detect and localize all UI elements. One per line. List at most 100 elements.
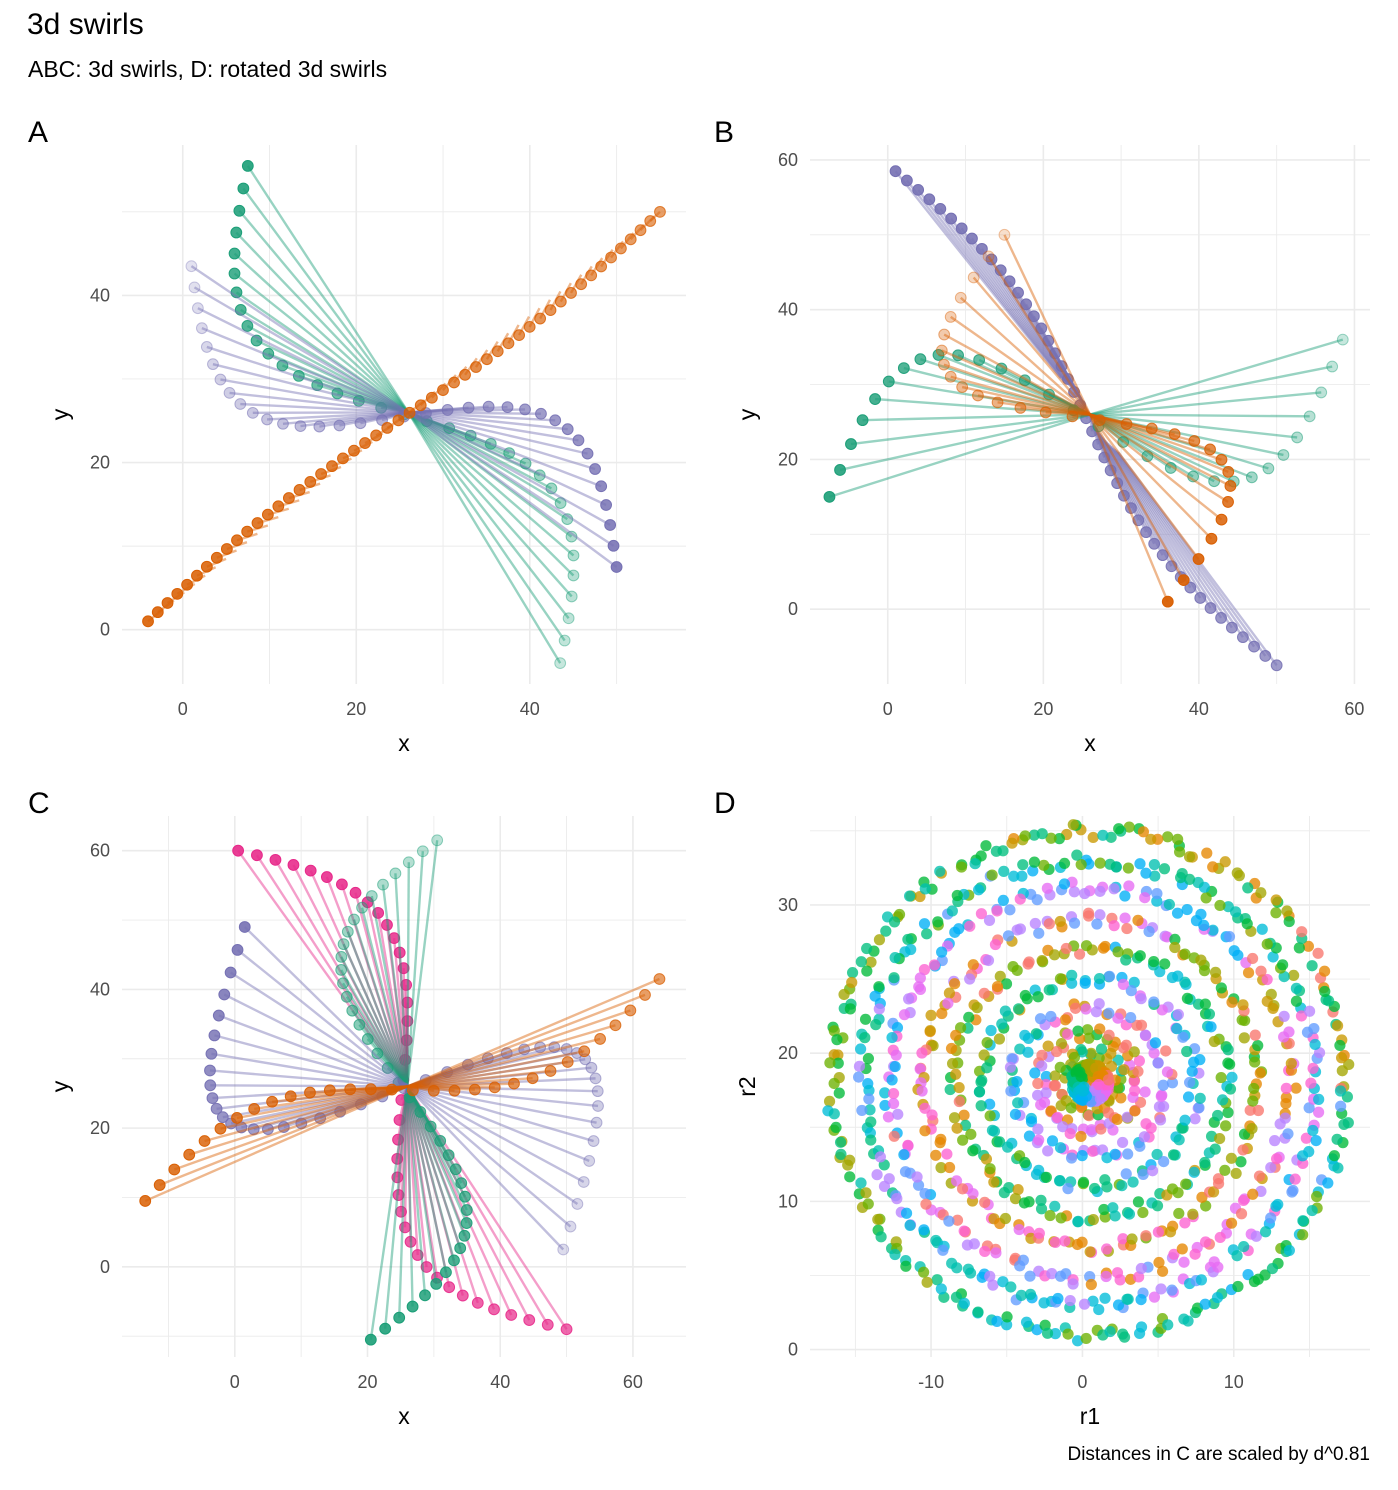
data-point [441, 1066, 453, 1078]
connector-line [406, 1086, 513, 1316]
data-point [1214, 1132, 1226, 1145]
data-point [200, 560, 213, 573]
connector-line [408, 411, 568, 431]
data-point [1123, 821, 1135, 833]
data-point [945, 1042, 958, 1055]
connector-line [407, 411, 615, 547]
data-point [269, 853, 282, 866]
data-point [1232, 949, 1244, 961]
data-point [1017, 859, 1029, 871]
data-point [844, 1003, 856, 1015]
data-point [1015, 1289, 1027, 1301]
data-point [1238, 1032, 1250, 1044]
connector-line [406, 1085, 572, 1228]
connector-line [407, 411, 573, 538]
data-point [567, 569, 580, 582]
data-point [1266, 1262, 1279, 1275]
data-point [581, 447, 594, 460]
connector-line [242, 187, 410, 414]
data-point [335, 950, 348, 963]
data-point [1020, 298, 1033, 311]
data-point [460, 1204, 473, 1216]
data-point [916, 1047, 928, 1059]
data-point [879, 1087, 891, 1099]
data-point [1247, 1188, 1259, 1200]
data-point [1204, 602, 1217, 614]
data-point [277, 1121, 290, 1133]
data-point [902, 993, 915, 1005]
data-point [973, 1086, 986, 1098]
data-point [1290, 1082, 1302, 1094]
data-point [1172, 1008, 1184, 1021]
data-point [1120, 1168, 1132, 1180]
connector-line [370, 895, 409, 1087]
connector-line [350, 1085, 408, 1091]
data-point [1332, 1162, 1344, 1174]
data-point [1112, 1012, 1124, 1024]
data-point [855, 1177, 867, 1189]
data-point [1181, 903, 1193, 916]
data-point [1054, 1142, 1067, 1154]
data-point [943, 987, 956, 999]
connector-line [1089, 413, 1213, 540]
data-point [921, 928, 933, 940]
data-point [865, 1134, 877, 1146]
data-point [1006, 1053, 1018, 1065]
data-point [241, 320, 254, 332]
data-point [937, 1244, 949, 1256]
data-point [1181, 1045, 1193, 1058]
data-point [1102, 1107, 1115, 1119]
data-point [567, 549, 580, 562]
data-point [261, 508, 274, 521]
data-point [1103, 1007, 1115, 1019]
data-point [1038, 859, 1050, 871]
data-point [1135, 993, 1147, 1005]
data-point [589, 463, 601, 475]
x-tick-label: 60 [1344, 699, 1364, 719]
data-point [1222, 901, 1234, 913]
y-tick-label: 20 [778, 449, 798, 469]
data-point [1161, 595, 1174, 608]
data-point [978, 1049, 990, 1061]
data-point [448, 376, 460, 389]
data-point [1192, 876, 1204, 889]
data-point [1246, 952, 1259, 965]
data-point [1199, 1236, 1212, 1248]
data-point [1224, 480, 1237, 492]
data-point [346, 1004, 359, 1017]
data-point [1334, 1039, 1346, 1052]
data-point [1093, 972, 1106, 985]
data-point [1113, 823, 1125, 835]
data-point [1182, 1091, 1195, 1103]
data-point [934, 202, 947, 215]
connector-line [309, 870, 409, 1087]
x-tick-label: 0 [178, 699, 188, 719]
data-point [951, 1214, 964, 1226]
connector-line [255, 854, 409, 1088]
connector-line [407, 1047, 567, 1088]
connector-line [193, 286, 409, 414]
data-point [928, 959, 941, 971]
data-point [223, 386, 236, 399]
data-point [1222, 465, 1235, 478]
data-point [533, 469, 546, 482]
connector-line [905, 179, 1064, 381]
data-point [1194, 592, 1207, 604]
data-point [1222, 496, 1234, 508]
x-tick-label: 40 [1189, 699, 1209, 719]
data-point [1075, 1130, 1087, 1143]
connector-line [407, 411, 570, 619]
data-point [1174, 846, 1186, 858]
data-point [210, 551, 223, 564]
data-point [1060, 942, 1072, 955]
data-point [1149, 870, 1161, 882]
data-point [1165, 560, 1178, 573]
data-point [935, 1283, 947, 1295]
data-point [919, 1102, 931, 1114]
data-point [982, 250, 995, 263]
data-point [1225, 1152, 1238, 1164]
data-point [1045, 1010, 1057, 1023]
data-point [946, 905, 958, 917]
data-point [1062, 373, 1074, 385]
data-point [276, 359, 289, 372]
